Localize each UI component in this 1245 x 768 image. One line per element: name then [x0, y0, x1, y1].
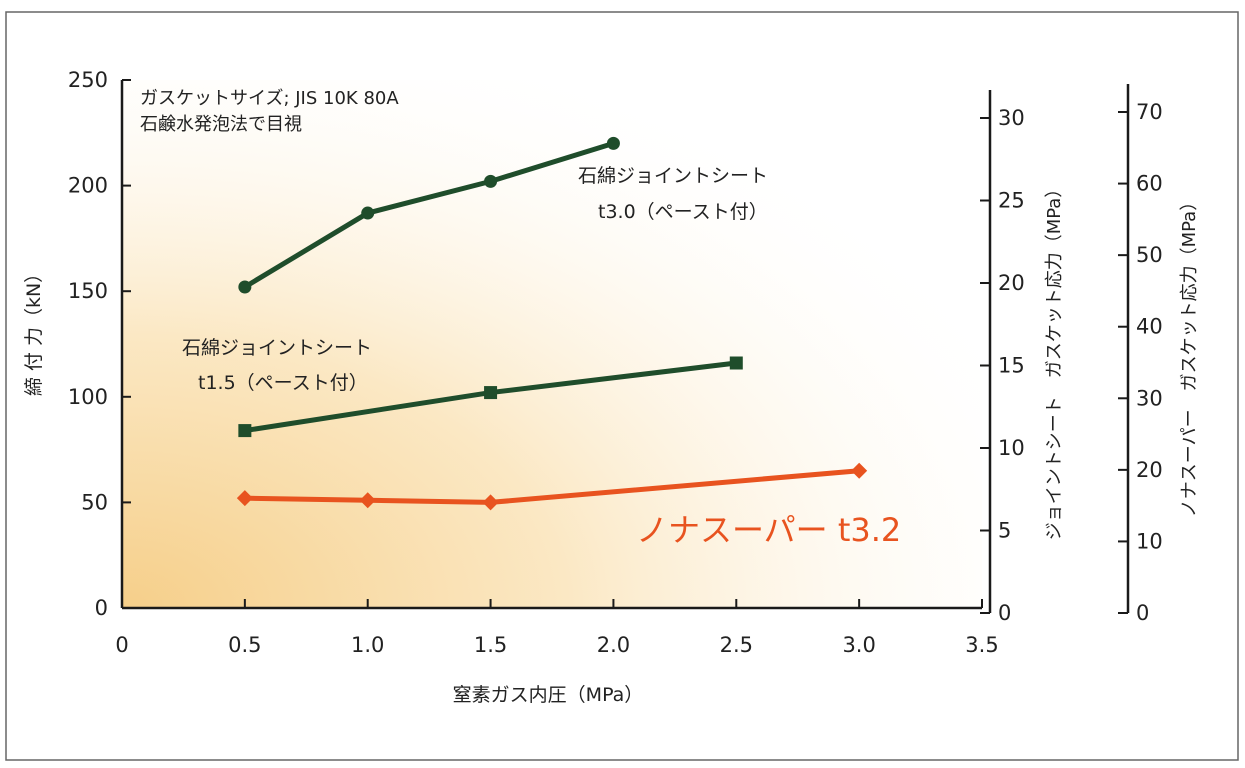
- series-label-t15-line1: 石綿ジョイントシート: [182, 337, 372, 359]
- data-point-circle: [238, 280, 252, 294]
- x-tick-label: 3.5: [965, 633, 998, 657]
- x-tick-label: 2.5: [720, 633, 753, 657]
- right-axis-2-label: ノナスーパー ガスケット応力（MPa）: [1179, 193, 1200, 517]
- series-label-t15-line2: t1.5（ペースト付）: [198, 372, 368, 394]
- outer-frame: [5, 11, 1239, 761]
- x-tick-label: 0.5: [228, 633, 261, 657]
- right-axis-1-tick-label: 25: [998, 189, 1025, 213]
- series-label-t30-line1: 石綿ジョイントシート: [578, 165, 768, 187]
- series-label-t30-line2: t3.0（ペースト付）: [598, 201, 768, 223]
- series-layer: [236, 136, 868, 511]
- x-tick-label: 3.0: [842, 633, 875, 657]
- right-axis-2-tick-label: 40: [1136, 315, 1163, 339]
- right-axis-1-tick-label: 20: [998, 271, 1025, 295]
- data-point-square: [238, 424, 252, 438]
- right-axis-2-tick-label: 30: [1136, 386, 1163, 410]
- data-point-diamond: [482, 494, 499, 511]
- y-tick-label: 100: [68, 385, 108, 409]
- plot-background: [122, 80, 982, 608]
- y-tick-label: 50: [81, 490, 108, 514]
- x-axis-label: 窒素ガス内圧（MPa）: [453, 684, 644, 706]
- right-axis-1-tick-label: 15: [998, 354, 1025, 378]
- right-axis-2-tick-label: 50: [1136, 243, 1163, 267]
- data-point-diamond: [236, 490, 253, 507]
- data-point-circle: [361, 206, 375, 220]
- right-axis-2-tick-label: 60: [1136, 172, 1163, 196]
- y-tick-label: 200: [68, 174, 108, 198]
- right-axis-1-tick-label: 5: [998, 519, 1011, 543]
- x-tick-label: 2.0: [597, 633, 630, 657]
- right-axis-1-tick-label: 10: [998, 436, 1025, 460]
- y-tick-label: 0: [95, 596, 108, 620]
- right-axis-2-tick-label: 10: [1136, 529, 1163, 553]
- data-point-circle: [606, 136, 620, 150]
- x-tick-label: 1.5: [474, 633, 507, 657]
- right-axis-1-label: ジョイントシート ガスケット応力（MPa）: [1044, 180, 1065, 541]
- right-axis-2-tick-label: 0: [1136, 601, 1149, 625]
- series-label-nona: ノナスーパー t3.2: [636, 511, 901, 549]
- data-point-square: [484, 386, 498, 400]
- right-axis-2-tick-label: 70: [1136, 100, 1163, 124]
- note-line-1: ガスケットサイズ; JIS 10K 80A: [140, 88, 399, 109]
- series-line-3: [244, 468, 860, 505]
- series-line-1: [243, 140, 615, 290]
- data-point-diamond: [851, 462, 868, 479]
- right-axis-2-tick-label: 20: [1136, 458, 1163, 482]
- right-axis-1-tick-label: 30: [998, 106, 1025, 130]
- y-tick-label: 150: [68, 279, 108, 303]
- x-tick-label: 0: [115, 633, 128, 657]
- right-axis-1-tick-label: 0: [998, 601, 1011, 625]
- y-axis-label: 締 付 力（kN）: [23, 264, 45, 396]
- data-point-diamond: [359, 492, 376, 509]
- data-point-circle: [484, 174, 498, 188]
- data-point-square: [729, 356, 743, 370]
- x-tick-label: 1.0: [351, 633, 384, 657]
- y-tick-label: 250: [68, 68, 108, 92]
- note-line-2: 石鹸水発泡法で目視: [140, 114, 302, 135]
